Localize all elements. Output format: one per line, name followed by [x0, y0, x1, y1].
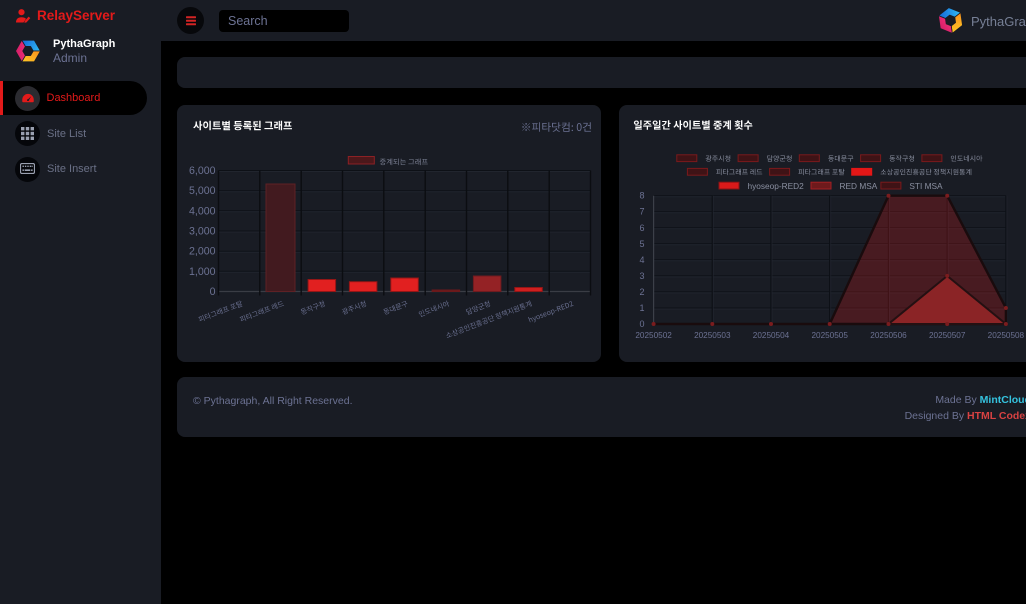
svg-text:2,000: 2,000 — [189, 246, 216, 258]
svg-text:STI MSA: STI MSA — [909, 181, 943, 191]
svg-text:20250505: 20250505 — [811, 331, 848, 340]
svg-text:20250503: 20250503 — [694, 331, 731, 340]
svg-text:20250508: 20250508 — [988, 331, 1025, 340]
svg-text:5: 5 — [639, 239, 644, 249]
svg-text:6: 6 — [639, 223, 644, 233]
svg-text:6,000: 6,000 — [189, 165, 216, 177]
svg-text:4,000: 4,000 — [189, 205, 216, 217]
svg-text:RED MSA: RED MSA — [840, 181, 878, 191]
svg-text:20250506: 20250506 — [870, 331, 907, 340]
svg-text:2: 2 — [639, 287, 644, 297]
svg-text:20250507: 20250507 — [929, 331, 966, 340]
svg-text:4: 4 — [639, 255, 644, 265]
svg-text:0: 0 — [210, 286, 216, 298]
svg-text:hyoseop-RED2: hyoseop-RED2 — [748, 181, 805, 191]
svg-text:8: 8 — [639, 191, 644, 201]
svg-text:3,000: 3,000 — [189, 226, 216, 238]
svg-text:20250502: 20250502 — [635, 331, 672, 340]
svg-text:0: 0 — [639, 319, 644, 329]
svg-text:1: 1 — [639, 303, 644, 313]
svg-text:1,000: 1,000 — [189, 266, 216, 278]
svg-text:20250504: 20250504 — [753, 331, 790, 340]
svg-text:3: 3 — [639, 271, 644, 281]
svg-text:5,000: 5,000 — [189, 185, 216, 197]
svg-text:7: 7 — [639, 207, 644, 217]
